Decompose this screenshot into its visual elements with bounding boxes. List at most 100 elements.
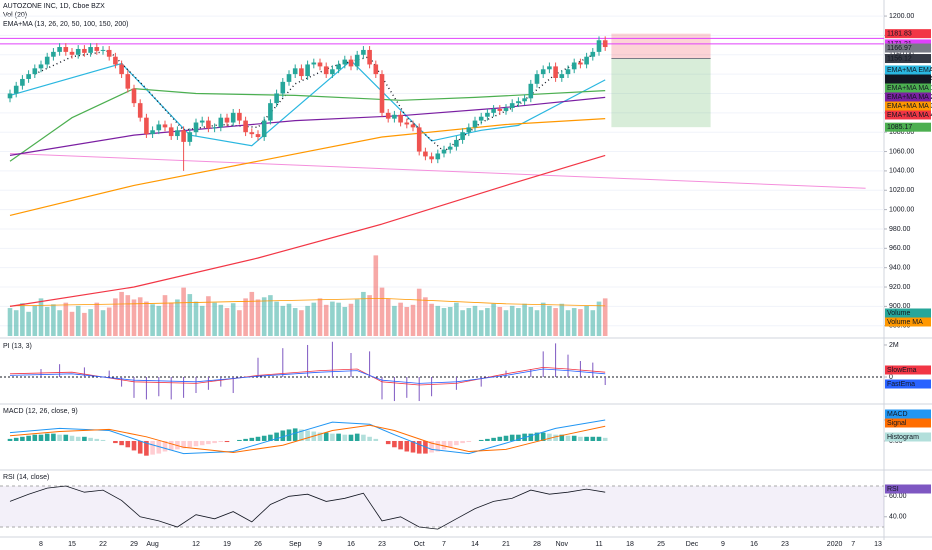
volume-bar <box>441 308 447 336</box>
histogram-bar <box>280 430 286 441</box>
volume-bar <box>280 305 286 336</box>
candle-body <box>218 117 224 128</box>
legend-tag: Volume <box>887 310 910 317</box>
candle-body <box>342 59 348 65</box>
x-tick-label: Aug <box>146 541 159 548</box>
candle-body <box>32 68 38 75</box>
volume-bar <box>435 305 441 336</box>
volume-bar <box>150 304 155 336</box>
volume-bar <box>392 305 397 336</box>
candle-body <box>63 47 69 52</box>
candle-body <box>534 74 540 84</box>
volume-bar <box>454 302 459 336</box>
candle-body <box>354 54 360 67</box>
histogram-bar <box>162 440 168 452</box>
volume-bar <box>100 310 106 336</box>
candle-body <box>565 69 571 75</box>
legend-tag-bg <box>885 83 931 93</box>
candle-body <box>423 151 428 157</box>
volume-bar <box>584 305 589 336</box>
histogram-bar <box>119 440 124 446</box>
y-tick-label: 1040.00 <box>889 168 914 175</box>
candle-body <box>596 40 602 52</box>
volume-bar <box>540 302 546 336</box>
histogram-bar <box>528 433 534 441</box>
histogram-bar <box>336 433 341 441</box>
candle-body <box>429 156 434 160</box>
histogram-bar <box>255 436 261 441</box>
candle-body <box>305 64 310 77</box>
x-tick-label: 12 <box>192 541 200 548</box>
x-tick-label: 2020 <box>827 541 843 548</box>
volume-bar <box>423 297 428 336</box>
volume-bar <box>175 299 180 336</box>
histogram-bar <box>218 440 224 443</box>
y-tick-label: 1200.00 <box>889 13 914 20</box>
volume-bar <box>398 302 403 336</box>
candle-body <box>385 112 391 119</box>
indicator-line <box>9 368 606 384</box>
x-tick-label: 28 <box>533 541 541 548</box>
candle-body <box>75 48 81 55</box>
histogram-bar <box>584 436 589 441</box>
candle-body <box>361 49 366 55</box>
histogram-bar <box>20 436 25 441</box>
candle-body <box>119 64 124 75</box>
histogram-bar <box>398 440 403 450</box>
histogram-bar <box>429 440 434 453</box>
histogram-bar <box>540 432 546 441</box>
x-tick-label: 18 <box>626 541 634 548</box>
histogram-bar <box>342 434 348 441</box>
histogram-bar <box>156 440 162 454</box>
legend-tag-bg <box>885 409 931 419</box>
y-tick-label: 1020.00 <box>889 187 914 194</box>
y-tick-label: 1060.00 <box>889 148 914 155</box>
histogram-bar <box>348 434 354 441</box>
volume-bar <box>119 291 124 336</box>
indicator-line <box>9 118 606 216</box>
candle-body <box>100 49 106 51</box>
histogram-bar <box>51 433 56 441</box>
legend-tag-bg <box>885 432 931 442</box>
candle-body <box>584 56 589 65</box>
candle-body <box>193 122 199 133</box>
x-tick-label: 13 <box>874 541 882 548</box>
y-tick-label: 900.00 <box>889 303 911 310</box>
x-tick-label: 15 <box>68 541 76 548</box>
volume-bar <box>249 291 255 336</box>
volume-bar <box>63 302 69 336</box>
x-tick-label: 19 <box>223 541 231 548</box>
candle-body <box>175 130 180 137</box>
candle-body <box>602 40 608 48</box>
histogram-bar <box>206 440 211 445</box>
histogram-bar <box>447 440 453 448</box>
histogram-bar <box>602 437 608 441</box>
candle-body <box>44 56 50 65</box>
candle-body <box>466 127 472 133</box>
histogram-bar <box>454 440 459 446</box>
candle-body <box>26 74 31 79</box>
volume-bar <box>596 301 602 336</box>
candle-body <box>156 124 162 131</box>
histogram-bar <box>57 434 62 441</box>
candle-body <box>261 120 267 138</box>
legend-tag-bg <box>885 365 931 375</box>
histogram-bar <box>144 440 149 456</box>
x-tick-label: 8 <box>39 541 43 548</box>
histogram-bar <box>485 438 490 441</box>
legend-tag-bg <box>885 110 931 120</box>
volume-bar <box>125 295 131 336</box>
x-tick-label: 7 <box>442 541 446 548</box>
volume-bar <box>224 308 230 336</box>
candle-body <box>478 116 484 121</box>
volume-title: Vol (20) <box>3 12 27 19</box>
candle-body <box>392 114 397 119</box>
candle-body <box>224 117 230 123</box>
candle-body <box>454 139 459 147</box>
volume-bar <box>509 305 515 336</box>
x-tick-label: 23 <box>378 541 386 548</box>
histogram-bar <box>317 432 323 441</box>
volume-bar <box>38 298 44 336</box>
volume-bar <box>460 310 465 336</box>
candle-body <box>212 127 217 129</box>
